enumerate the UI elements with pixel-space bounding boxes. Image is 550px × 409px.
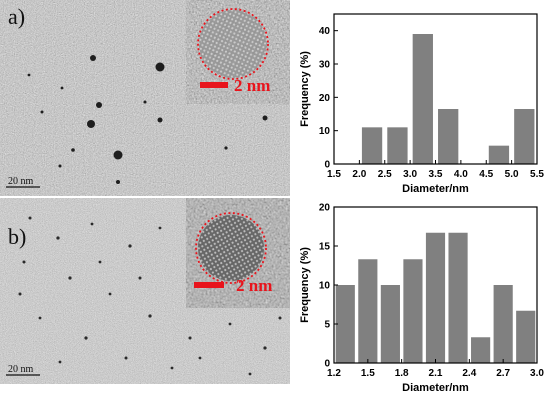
histogram-a-svg: 1.5 2.0 2.5 3.0 3.5 4.0 4.5 5.0 5.5 0 10 20 30 40 Diam… bbox=[299, 13, 544, 195]
x-tick-label-a-6: 4.5 bbox=[479, 169, 493, 180]
x-axis-label-a: Diameter/nm bbox=[402, 183, 469, 195]
histogram-b-svg: 1.2 1.5 1.8 2.1 2.4 2.7 3.0 0 5 10 15 20 Diameter/nm… bbox=[299, 203, 544, 395]
x-tick-label-a-3: 3.0 bbox=[403, 169, 417, 180]
bar-a-3 bbox=[438, 109, 459, 164]
histogram-b: 1.2 1.5 1.8 2.1 2.4 2.7 3.0 0 5 10 15 20 Diameter/nm… bbox=[296, 200, 550, 404]
tem-image-b: b) 20 nm 2 nm bbox=[0, 198, 290, 384]
tem-image-a: a) 20 nm 2 nm bbox=[0, 0, 290, 196]
inset-scale-label-b: 2 nm bbox=[236, 276, 273, 295]
bar-b-0 bbox=[335, 285, 355, 363]
y-tick-label-b-4: 20 bbox=[319, 203, 331, 214]
y-axis-label-b: Frequency (%) bbox=[299, 247, 311, 323]
bar-a-0 bbox=[361, 127, 383, 164]
inset-scale-bar-b bbox=[194, 282, 224, 288]
bar-b-6 bbox=[471, 337, 491, 363]
x-tick-label-b-4: 2.4 bbox=[462, 368, 476, 379]
y-tick-label-a-4: 40 bbox=[319, 26, 331, 37]
bar-b-2 bbox=[380, 285, 400, 363]
hrtem-inset-a: 2 nm bbox=[186, 0, 290, 104]
x-tick-label-a-5: 4.0 bbox=[454, 169, 468, 180]
y-axis-label-a: Frequency (%) bbox=[299, 51, 311, 127]
x-tick-label-b-0: 1.2 bbox=[327, 368, 341, 379]
lattice-texture-b bbox=[186, 198, 290, 308]
y-tick-label-b-2: 10 bbox=[319, 281, 331, 292]
bar-a-5 bbox=[514, 109, 535, 164]
lattice-texture-a bbox=[186, 0, 290, 104]
bar-b-8 bbox=[516, 310, 536, 363]
bar-a-2 bbox=[412, 34, 433, 164]
scale-bar-label-b: 20 nm bbox=[8, 364, 34, 375]
x-tick-label-a-2: 2.5 bbox=[378, 169, 392, 180]
inset-scale-bar-a bbox=[200, 82, 228, 88]
y-tick-label-b-1: 5 bbox=[324, 320, 330, 331]
bar-b-3 bbox=[403, 259, 423, 363]
panel-label-b: b) bbox=[8, 224, 27, 249]
histogram-a: 1.5 2.0 2.5 3.0 3.5 4.0 4.5 5.0 5.5 0 10 20 30 40 Diam… bbox=[296, 0, 550, 200]
bar-b-7 bbox=[493, 285, 513, 363]
x-tick-label-b-6: 3.0 bbox=[530, 368, 544, 379]
x-tick-label-a-7: 5.0 bbox=[505, 169, 519, 180]
y-tick-label-a-0: 0 bbox=[324, 160, 330, 171]
panel-label-a: a) bbox=[8, 4, 26, 29]
x-tick-label-a-1: 2.0 bbox=[352, 169, 366, 180]
x-tick-label-b-1: 1.5 bbox=[361, 368, 375, 379]
y-tick-label-a-2: 20 bbox=[319, 93, 331, 104]
inset-scale-label-a: 2 nm bbox=[234, 76, 271, 95]
bar-b-4 bbox=[425, 232, 446, 363]
nanoparticles-b bbox=[18, 216, 282, 376]
x-tick-label-a-8: 5.5 bbox=[530, 169, 544, 180]
x-tick-label-a-0: 1.5 bbox=[327, 169, 341, 180]
y-tick-label-a-3: 30 bbox=[319, 60, 331, 71]
y-tick-label-b-3: 15 bbox=[319, 242, 331, 253]
x-tick-label-b-5: 2.7 bbox=[496, 368, 510, 379]
nanoparticles-a bbox=[27, 55, 268, 184]
bar-a-4 bbox=[488, 145, 510, 164]
bar-b-5 bbox=[448, 232, 468, 363]
particle-outline-a bbox=[197, 8, 269, 80]
x-tick-label-b-3: 2.1 bbox=[429, 368, 443, 379]
x-axis-label-b: Diameter/nm bbox=[402, 382, 469, 394]
x-tick-label-a-4: 3.5 bbox=[429, 169, 443, 180]
bar-a-1 bbox=[387, 127, 408, 164]
hrtem-inset-b: 2 nm bbox=[186, 198, 290, 308]
particle-outline-b bbox=[195, 212, 267, 284]
y-tick-label-a-1: 10 bbox=[319, 126, 331, 137]
bar-b-1 bbox=[358, 259, 378, 363]
y-tick-label-b-0: 0 bbox=[324, 359, 330, 370]
x-tick-label-b-2: 1.8 bbox=[395, 368, 409, 379]
scale-bar-label-a: 20 nm bbox=[8, 176, 34, 187]
